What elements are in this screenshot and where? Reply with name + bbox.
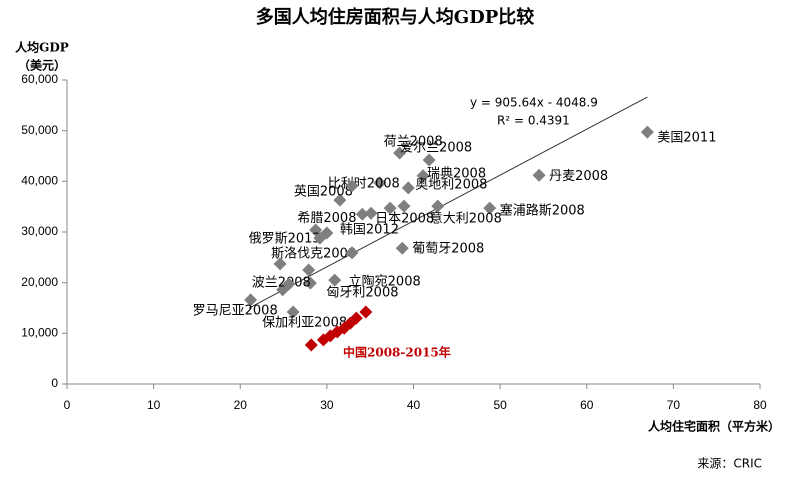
x-axis-title: 人均住宅面积（平方米） [648,419,780,434]
point-label: 匈牙利2008 [326,286,398,301]
point [302,263,316,277]
point-label: 荷兰2008 [384,134,443,149]
point [355,207,369,221]
x-tick-label: 80 [753,398,767,412]
point-label: 丹麦2008 [549,169,608,184]
point [303,276,317,290]
x-tick-label: 10 [147,398,161,412]
point [401,181,415,195]
trend-r2: R² = 0.4391 [497,114,570,128]
trendline [248,96,648,309]
point [313,231,327,245]
point [282,277,296,291]
point-label: 俄罗斯2013 [249,231,321,246]
point [483,201,497,215]
point-label: 希腊2008 [297,211,356,226]
point [416,169,430,183]
y-tick-label: 30,000 [21,224,58,238]
point-label: 意大利2008 [430,211,502,227]
y-tick-label: 10,000 [21,326,58,340]
point [393,146,407,160]
point [333,193,347,207]
point [345,179,359,193]
point [359,305,373,319]
y-tick-label: 20,000 [21,275,58,289]
point [304,338,318,352]
series-label: 中国2008-2015年 [343,345,451,360]
point [349,311,363,325]
point-label: 瑞典2008 [427,166,486,181]
point-label: 罗马尼亚2008 [193,303,278,318]
point-label: 立陶宛2008 [349,274,421,290]
y-axis-title: 人均GDP [15,40,69,55]
point-label: 塞浦路斯2008 [500,203,585,219]
y-axis-title: （美元） [18,58,66,73]
point-label: 葡萄牙2008 [412,242,484,257]
point [532,168,546,182]
x-tick-label: 60 [580,398,594,412]
point-label: 比利时2008 [328,176,400,191]
point [328,273,342,287]
point-label: 韩国2012 [340,223,399,238]
point-label: 波兰2008 [252,275,311,290]
point [422,153,436,167]
point-label: 日本2008 [375,212,434,227]
chart-title: 多国人均住房面积与人均GDP比较 [256,6,535,28]
y-tick-label: 60,000 [21,72,58,86]
point [373,176,387,190]
point [383,201,397,215]
point [345,246,359,260]
x-tick-label: 20 [234,398,248,412]
y-tick-label: 0 [51,376,58,390]
source: 来源：CRIC [697,457,762,471]
point-label: 斯洛伐克2008 [271,246,356,261]
point-label: 保加利亚2008 [262,316,347,331]
x-tick-label: 70 [667,398,681,412]
point-label: 爱尔兰2008 [400,141,472,156]
x-tick-label: 40 [407,398,421,412]
point-label: 美国2011 [657,131,716,146]
point-label: 英国2008 [294,185,353,200]
y-tick-label: 40,000 [21,174,58,188]
point [431,199,445,213]
x-tick-label: 30 [320,398,334,412]
trend-equation: y = 905.64x - 4048.9 [470,96,598,110]
point [364,206,378,220]
point [397,199,411,213]
y-tick-label: 50,000 [21,123,58,137]
x-tick-label: 0 [64,398,71,412]
point [244,293,258,307]
point [395,241,409,255]
x-tick-label: 50 [493,398,507,412]
point [640,125,654,139]
point [286,305,300,319]
point [273,257,287,271]
point-label: 奥地利2008 [415,177,487,192]
